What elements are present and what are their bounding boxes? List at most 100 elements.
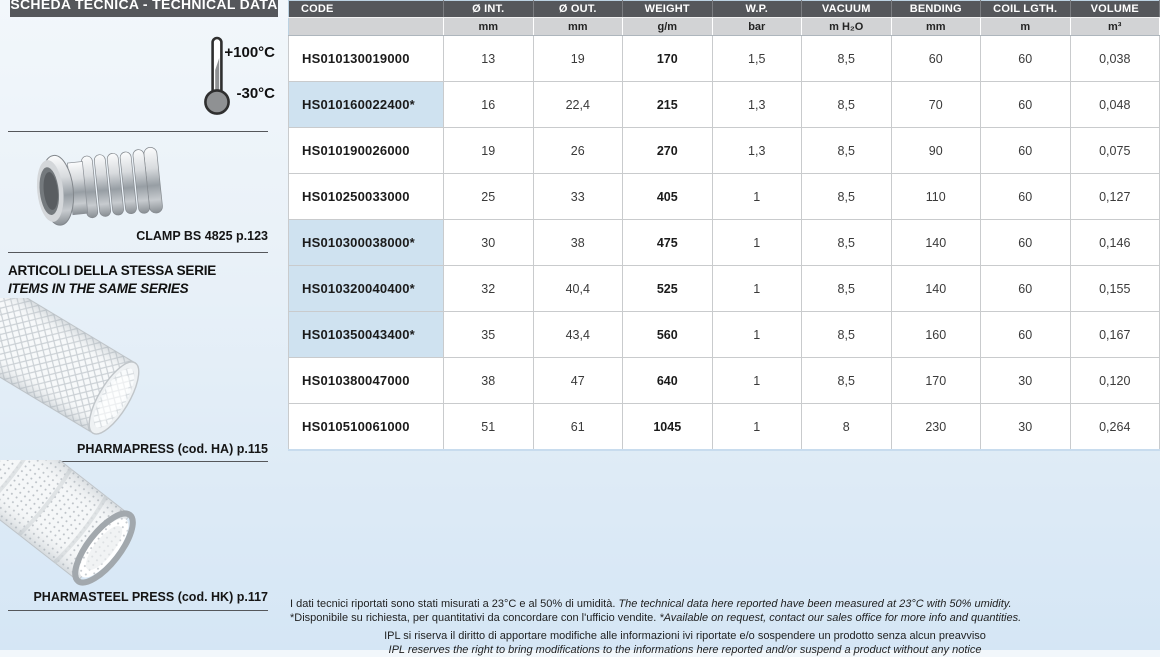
- col-header-vacuum: VACUUM: [801, 0, 892, 18]
- footnotes: I dati tecnici riportati sono stati misu…: [290, 598, 1080, 657]
- cell-wp: 1: [711, 403, 802, 451]
- col-header-code: CODE: [288, 0, 444, 18]
- cell-code: HS010300038000*: [288, 219, 444, 266]
- cell-bending: 60: [890, 35, 981, 82]
- cell-bending: 90: [890, 127, 981, 174]
- cell-vacuum: 8,5: [801, 357, 892, 404]
- cell-volume: 0,167: [1069, 311, 1160, 358]
- cell-wp: 1: [711, 265, 802, 312]
- cell-diameter-out: 40,4: [532, 265, 623, 312]
- col-unit-volume: m³: [1070, 17, 1160, 36]
- cell-wp: 1,3: [711, 127, 802, 174]
- cell-diameter-out: 43,4: [532, 311, 623, 358]
- col-unit-bending: mm: [891, 17, 981, 36]
- cell-diameter-out: 38: [532, 219, 623, 266]
- cell-code: HS010190026000: [288, 127, 444, 174]
- cell-coil-length: 60: [980, 127, 1071, 174]
- cell-weight: 215: [622, 81, 713, 128]
- cell-weight: 560: [622, 311, 713, 358]
- cell-wp: 1: [711, 311, 802, 358]
- cell-weight: 640: [622, 357, 713, 404]
- col-header-weight: WEIGHT: [622, 0, 713, 18]
- col-header-diameter-int: Ø INT.: [443, 0, 534, 18]
- cell-diameter-int: 16: [443, 81, 534, 128]
- cell-bending: 70: [890, 81, 981, 128]
- divider: [8, 461, 268, 462]
- section-title-banner: SCHEDA TECNICA - TECHNICAL DATA: [10, 0, 278, 17]
- cell-diameter-out: 33: [532, 173, 623, 220]
- cell-diameter-out: 47: [532, 357, 623, 404]
- clamp-fitting-image: [36, 146, 163, 226]
- cell-coil-length: 60: [980, 265, 1071, 312]
- cell-code: HS010350043400*: [288, 311, 444, 358]
- cell-diameter-int: 13: [443, 35, 534, 82]
- cell-diameter-int: 32: [443, 265, 534, 312]
- cell-vacuum: 8,5: [801, 35, 892, 82]
- cell-weight: 475: [622, 219, 713, 266]
- cell-coil-length: 60: [980, 311, 1071, 358]
- temperature-max-label: +100°C: [224, 44, 275, 61]
- col-unit-coil-length: m: [980, 17, 1071, 36]
- cell-weight: 270: [622, 127, 713, 174]
- cell-code: HS010510061000: [288, 403, 444, 451]
- footnote-measured-en: The technical data here reported have be…: [618, 598, 1012, 610]
- cell-weight: 525: [622, 265, 713, 312]
- cell-bending: 110: [890, 173, 981, 220]
- col-unit-code: [288, 17, 444, 36]
- footnote-measured: I dati tecnici riportati sono stati misu…: [290, 598, 1080, 612]
- cell-diameter-int: 35: [443, 311, 534, 358]
- cell-code: HS010250033000: [288, 173, 444, 220]
- cell-volume: 0,120: [1069, 357, 1160, 404]
- table-row: HS010300038000* 30 38 475 1 8,5 140 60 0,146: [288, 219, 1160, 266]
- col-unit-diameter-out: mm: [533, 17, 623, 36]
- same-series-title-en: ITEMS IN THE SAME SERIES: [8, 281, 189, 296]
- footnote-disclaimer-it: IPL si riserva il diritto di apportare m…: [384, 630, 986, 643]
- col-header-coil-length: COIL LGTH.: [980, 0, 1071, 18]
- cell-vacuum: 8,5: [801, 127, 892, 174]
- cell-coil-length: 30: [980, 357, 1071, 404]
- temperature-min-label: -30°C: [236, 85, 275, 102]
- table-row: HS010160022400* 16 22,4 215 1,3 8,5 70 60 0,048: [288, 81, 1160, 128]
- cell-diameter-out: 26: [532, 127, 623, 174]
- clamp-caption: CLAMP BS 4825 p.123: [136, 229, 268, 243]
- footnote-disclaimer-en: IPL reserves the right to bring modifica…: [388, 643, 982, 656]
- cell-volume: 0,075: [1069, 127, 1160, 174]
- cell-wp: 1: [711, 219, 802, 266]
- pharmasteel-caption: PHARMASTEEL PRESS (cod. HK) p.117: [33, 590, 268, 604]
- footnote-measured-it: I dati tecnici riportati sono stati misu…: [290, 598, 616, 610]
- technical-data-table-area: CODE Ø INT. Ø OUT. WEIGHT W.P. VACUUM BENDING C…: [288, 0, 1160, 451]
- cell-weight: 170: [622, 35, 713, 82]
- footnote-available: *Disponibile su richiesta, per quantitat…: [290, 612, 1080, 626]
- cell-volume: 0,048: [1069, 81, 1160, 128]
- cell-coil-length: 60: [980, 173, 1071, 220]
- col-header-bending: BENDING: [891, 0, 981, 18]
- cell-coil-length: 60: [980, 81, 1071, 128]
- cell-wp: 1: [711, 173, 802, 220]
- cell-code: HS010160022400*: [288, 81, 444, 128]
- cell-diameter-int: 19: [443, 127, 534, 174]
- table-row: HS010320040400* 32 40,4 525 1 8,5 140 60 0,155: [288, 265, 1160, 312]
- table-row: HS010510061000 51 61 1045 1 8 230 30 0,264: [288, 403, 1160, 451]
- col-unit-weight: g/m: [622, 17, 713, 36]
- cell-diameter-out: 22,4: [532, 81, 623, 128]
- col-unit-diameter-int: mm: [443, 17, 534, 36]
- cell-vacuum: 8,5: [801, 81, 892, 128]
- cell-volume: 0,264: [1069, 403, 1160, 451]
- cell-vacuum: 8,5: [801, 173, 892, 220]
- cell-vacuum: 8,5: [801, 219, 892, 266]
- table-row: HS010130019000 13 19 170 1,5 8,5 60 60 0,038: [288, 35, 1160, 82]
- cell-bending: 160: [890, 311, 981, 358]
- cell-diameter-int: 51: [443, 403, 534, 451]
- table-row: HS010380047000 38 47 640 1 8,5 170 30 0,120: [288, 357, 1160, 404]
- cell-diameter-out: 61: [532, 403, 623, 451]
- cell-diameter-int: 38: [443, 357, 534, 404]
- footnote-available-it: *Disponibile su richiesta, per quantitat…: [290, 611, 657, 624]
- cell-volume: 0,155: [1069, 265, 1160, 312]
- cell-code: HS010130019000: [288, 35, 444, 82]
- cell-diameter-int: 25: [443, 173, 534, 220]
- cell-weight: 405: [622, 173, 713, 220]
- divider: [8, 252, 268, 253]
- cell-volume: 0,127: [1069, 173, 1160, 220]
- col-unit-vacuum: m H₂O: [801, 17, 892, 36]
- left-panel: SCHEDA TECNICA - TECHNICAL DATA +100°C -…: [0, 0, 288, 650]
